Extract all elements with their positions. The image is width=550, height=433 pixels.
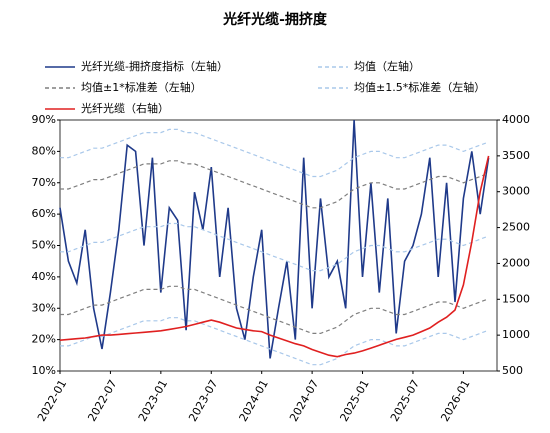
- legend-label: 均值±1*标准差（左轴）: [81, 80, 202, 94]
- y-tick-label: 20%: [32, 333, 56, 346]
- y-tick-label: 50%: [32, 239, 56, 252]
- y2-tick-label: 2000: [502, 256, 530, 269]
- legend-label: 光纤光缆（右轴）: [81, 101, 169, 115]
- y2-tick-label: 3500: [502, 149, 530, 162]
- x-tick-label: 2024-01: [237, 378, 271, 424]
- y-tick-label: 90%: [32, 113, 56, 126]
- series-line: [59, 155, 490, 358]
- y2-tick-label: 500: [502, 364, 523, 377]
- y2-tick-label: 2500: [502, 221, 530, 234]
- series-line: [59, 119, 490, 359]
- chart-title: 光纤光缆-拥挤度: [222, 11, 328, 28]
- y2-tick-label: 3000: [502, 185, 530, 198]
- series-line: [60, 222, 489, 272]
- x-tick-label: 2023-01: [136, 378, 170, 424]
- legend-label: 均值±1.5*标准差（左轴）: [354, 80, 485, 94]
- y-tick-label: 10%: [32, 364, 56, 377]
- y-tick-label: 40%: [32, 270, 56, 283]
- series-line: [60, 160, 489, 209]
- x-tick-label: 2022-07: [85, 378, 119, 424]
- y-tick-label: 60%: [32, 207, 56, 220]
- y-tick-label: 70%: [32, 176, 56, 189]
- series-line: [60, 128, 489, 178]
- series-line: [60, 317, 489, 366]
- x-tick-label: 2022-01: [35, 378, 69, 424]
- y-tick-label: 30%: [32, 301, 56, 314]
- legend-label: 光纤光缆-拥挤度指标（左轴）: [81, 59, 228, 73]
- y2-tick-label: 4000: [502, 113, 530, 126]
- y2-tick-label: 1500: [502, 292, 530, 305]
- x-tick-label: 2025-01: [337, 378, 371, 424]
- x-tick-label: 2023-07: [186, 378, 220, 424]
- y2-tick-label: 1000: [502, 328, 530, 341]
- legend-label: 均值（左轴）: [354, 59, 420, 73]
- x-tick-label: 2024-07: [287, 378, 321, 424]
- x-tick-label: 2025-07: [388, 378, 422, 424]
- series-line: [60, 285, 489, 334]
- y-tick-label: 80%: [32, 144, 56, 157]
- x-tick-label: 2026-01: [438, 378, 472, 424]
